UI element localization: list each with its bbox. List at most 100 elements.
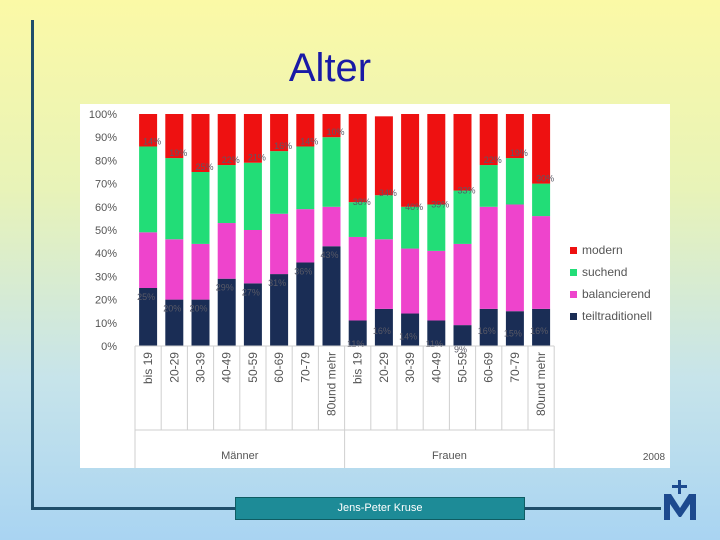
bar-segment-balancierend [296,209,315,263]
bar-segment-balancierend [217,223,236,279]
data-label: 20% [189,304,207,314]
bar-segment-teiltraditionell [479,308,498,346]
category-label: 50-59 [246,352,260,383]
bar-segment-teiltraditionell [191,299,210,346]
data-label: 19% [169,148,187,158]
bar-segment-modern [243,114,262,163]
bar-segment-suchend [427,204,446,251]
y-tick-label: 30% [95,271,117,283]
category-label: 30-39 [403,352,417,383]
category-label: 40-49 [220,352,234,383]
bar-segment-teiltraditionell [427,320,446,346]
bar-segment-balancierend [270,213,289,275]
category-label: 50-59 [456,352,470,383]
category-label: 80und mehr [325,352,339,416]
stacked-bar-chart: 0% 10% 20% 30% 40% 50% 60% 70% 80% 90% 100% 25% 14% 2… [89,109,666,468]
legend-swatch-balancierend [570,291,577,298]
y-tick-label: 60% [95,202,117,214]
category-label: bis 19 [351,352,365,384]
data-label: 16% [478,326,496,336]
data-label: 16% [373,326,391,336]
data-label: 30% [536,174,554,184]
legend-label: suchend [582,265,627,279]
legend-label: teiltraditionell [582,309,652,323]
bar-segment-suchend [401,206,420,249]
bar-segment-teiltraditionell [348,320,367,346]
data-label: 39% [431,199,449,209]
legend-swatch-teiltraditionell [570,313,577,320]
bar-segment-teiltraditionell [322,246,341,346]
data-label: 14% [143,136,161,146]
bar-segment-modern [505,114,524,159]
bar-segment-teiltraditionell [296,262,315,346]
data-label: 9% [454,344,467,354]
category-label: 70-79 [508,352,522,383]
category-label: bis 19 [141,352,155,384]
bar-segment-teiltraditionell [139,288,158,346]
bar-segment-suchend [191,172,210,244]
bar-segment-suchend [217,165,236,224]
data-label: 38% [353,197,371,207]
data-label: 33% [457,186,475,196]
category-label: 80und mehr [534,352,548,416]
data-label: 14% [300,136,318,146]
data-label: 11% [347,339,364,349]
bar-segment-teiltraditionell [532,308,551,346]
category-label: 60-69 [272,352,286,383]
legend-label: modern [582,243,623,257]
bar-segment-suchend [296,146,315,210]
bar-segment-modern [401,114,420,207]
bar-segment-balancierend [165,239,184,300]
bar-segment-modern [453,114,472,191]
category-label: 70-79 [298,352,312,383]
bar-segment-balancierend [453,243,472,326]
bar-segment-suchend [374,195,393,240]
data-label: 11% [426,339,443,349]
bar-segment-balancierend [191,243,210,300]
data-label: 19% [510,148,528,158]
category-label: 20-29 [377,352,391,383]
bar-segment-modern [374,116,393,196]
data-label: 29% [216,283,234,293]
data-label: 27% [242,287,260,297]
bar-segment-modern [427,114,446,205]
bar-segment-suchend [479,165,498,207]
bar-segment-balancierend [401,248,420,314]
bar-segment-suchend [139,146,158,233]
y-tick-label: 100% [89,109,117,121]
category-label: 60-69 [482,352,496,383]
bar-segment-teiltraditionell [270,274,289,346]
data-label: 40% [405,202,423,212]
data-label: 16% [530,326,548,336]
bar-segment-modern [191,114,210,172]
data-label: 20% [163,304,181,314]
data-label: 10% [326,127,344,137]
data-label: 15% [504,329,522,339]
bar-segment-teiltraditionell [374,308,393,346]
author-footer: Jens-Peter Kruse [235,497,525,520]
bar-segment-suchend [532,183,551,217]
bar-segment-balancierend [243,230,262,284]
data-label: 22% [484,155,502,165]
y-tick-label: 0% [101,341,117,353]
data-label: 14% [399,331,417,341]
data-label: 43% [320,250,338,260]
bar-segment-modern [532,114,551,184]
bar-segment-modern [322,114,341,138]
y-tick-label: 20% [95,295,117,307]
bar-segment-modern [270,114,289,152]
legend-swatch-modern [570,247,577,254]
bar-segment-modern [296,114,315,147]
data-label: 36% [294,266,312,276]
data-label: 25% [195,162,213,172]
bar-segment-balancierend [139,232,158,288]
category-label: 30-39 [194,352,208,383]
logo-icon [664,480,696,520]
bar-segment-modern [217,114,236,166]
bar-segment-balancierend [505,204,524,312]
bar-segment-suchend [165,158,184,240]
y-tick-label: 90% [95,132,117,144]
bar-segment-teiltraditionell [453,325,472,346]
bar-segment-balancierend [322,206,341,247]
bar-segment-balancierend [348,236,367,321]
